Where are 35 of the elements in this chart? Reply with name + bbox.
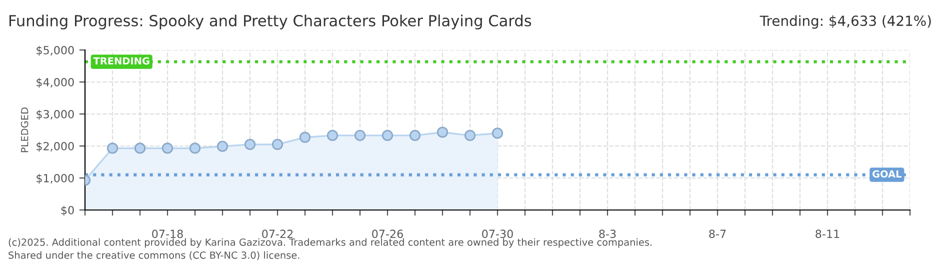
text: Trending: $4,633 (421%) <box>760 15 931 29</box>
point <box>162 142 174 154</box>
point <box>272 138 284 150</box>
point <box>106 142 118 154</box>
text: Shared under the creative commons (CC BY-NC 3.0) license. <box>8 251 300 260</box>
ref-line-label: TRENDING <box>93 57 150 65</box>
point <box>216 140 228 152</box>
point <box>409 130 421 141</box>
x-tick-label: 07-26 <box>372 230 403 238</box>
point <box>299 132 311 143</box>
point <box>244 138 256 150</box>
x-tick-label: 8-7 <box>709 230 726 238</box>
x-tick-label: 8-11 <box>816 230 840 238</box>
y-tick-label: $1,000 <box>36 174 74 184</box>
point <box>492 128 504 139</box>
y-axis-title: PLEDGED <box>20 108 28 152</box>
point <box>326 130 338 141</box>
point <box>189 142 201 154</box>
y-tick-label: $4,000 <box>36 78 74 88</box>
point <box>382 130 394 141</box>
ref-line-label: GOAL <box>872 170 902 178</box>
x-tick-label: 8-3 <box>599 230 616 238</box>
x-tick-label: 07-22 <box>262 230 293 238</box>
x-tick-label: 07-18 <box>152 230 183 238</box>
y-tick-label: $3,000 <box>36 110 74 120</box>
point <box>134 142 146 154</box>
x-tick-label: 07-30 <box>482 230 513 238</box>
y-tick-label: $5,000 <box>36 46 74 56</box>
y-tick-label: $2,000 <box>36 142 74 152</box>
text: (c)2025. Additional content provided by Karina Gazizova. Trademarks and related content are owned by their respective companies. <box>8 238 652 248</box>
point <box>354 130 366 141</box>
point <box>464 130 476 141</box>
chart-title: Funding Progress: Spooky and Pretty Characters Poker Playing Cards <box>10 14 532 30</box>
point <box>436 126 448 138</box>
y-tick-label: $0 <box>61 206 74 216</box>
